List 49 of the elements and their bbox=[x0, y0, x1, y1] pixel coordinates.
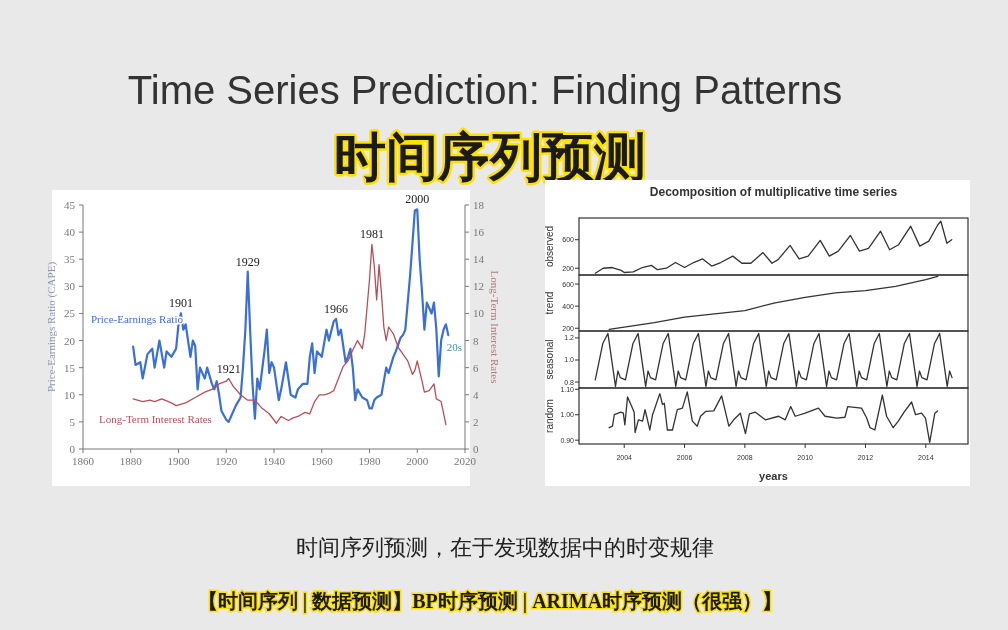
y-tick-label: 15 bbox=[64, 361, 76, 374]
y2-tick-label: 18 bbox=[473, 199, 485, 211]
text: 时间序列预测 bbox=[334, 129, 646, 186]
y-tick-label: 0 bbox=[69, 443, 76, 455]
x-tick-label: 1880 bbox=[119, 455, 143, 467]
y-tick-label: 25 bbox=[64, 307, 76, 320]
chart-title: Decomposition of multiplicative time series bbox=[649, 185, 898, 199]
y2-tick-label: 8 bbox=[473, 334, 479, 347]
annotation: 1929 bbox=[235, 254, 260, 269]
text: 时间序列预测，在于发现数据中的时变规律 bbox=[296, 535, 714, 560]
y-tick-label: 45 bbox=[64, 199, 76, 211]
y-tick-label: 40 bbox=[64, 226, 76, 239]
y-tick-label: 35 bbox=[64, 253, 76, 266]
x-tick-label: 1920 bbox=[215, 455, 238, 467]
annotation: 1966 bbox=[324, 301, 349, 316]
x-tick-label: 2000 bbox=[406, 455, 429, 467]
y2-tick-label: 10 bbox=[473, 307, 485, 320]
annotation: 1981 bbox=[359, 227, 384, 242]
y2-tick-label: 16 bbox=[473, 226, 485, 239]
y2-axis-title: Long-Term Interest Rates bbox=[489, 270, 501, 384]
x-axis-title: years bbox=[759, 470, 788, 482]
annotation: 20s bbox=[446, 341, 462, 354]
y-axis-title: seasonal bbox=[544, 339, 555, 380]
y-tick-label: 10 bbox=[64, 388, 76, 401]
y-axis-title: trend bbox=[544, 291, 555, 315]
x-tick-label: 1980 bbox=[358, 455, 381, 467]
y2-tick-label: 0 bbox=[473, 443, 479, 455]
x-tick-label: 1900 bbox=[167, 455, 190, 467]
y-axis-title: observed bbox=[544, 225, 555, 268]
y2-tick-label: 12 bbox=[473, 280, 484, 293]
y2-tick-label: 4 bbox=[473, 388, 479, 401]
y-tick-label: 20 bbox=[64, 334, 76, 347]
annotation: 1901 bbox=[168, 296, 193, 311]
x-tick-label: 1960 bbox=[310, 455, 334, 467]
y-tick-label: 30 bbox=[64, 280, 76, 293]
x-tick-label: 1940 bbox=[263, 455, 286, 467]
series-label: Long-Term Interest Rates bbox=[99, 412, 212, 425]
y2-tick-label: 2 bbox=[473, 415, 479, 428]
y-axis-title: random bbox=[544, 399, 555, 433]
y2-tick-label: 14 bbox=[473, 253, 485, 266]
annotation: 2000 bbox=[405, 192, 430, 207]
y-axis-title: Price-Earnings Ratio (CAPE) bbox=[45, 261, 58, 393]
annotation: 1921 bbox=[216, 361, 241, 376]
text: 【时间序列 | 数据预测】BP时序预测 | ARIMA时序预测（很强）】 bbox=[197, 590, 783, 613]
x-tick-label: 2020 bbox=[454, 455, 477, 467]
text: Time Series Prediction: Finding Patterns bbox=[127, 68, 843, 112]
x-tick-label: 1860 bbox=[72, 455, 95, 467]
y-tick-label: 5 bbox=[69, 415, 76, 428]
y2-tick-label: 6 bbox=[473, 361, 479, 374]
